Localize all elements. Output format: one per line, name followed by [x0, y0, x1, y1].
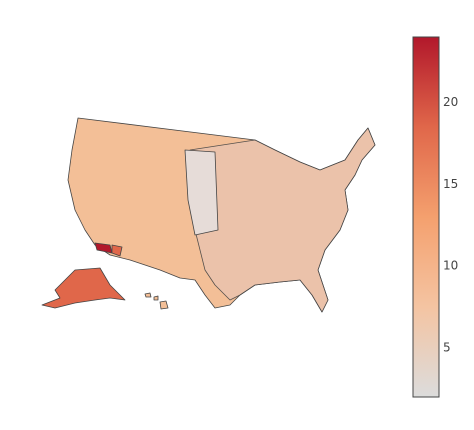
plains-counties	[184, 149, 219, 236]
hawaii	[144, 292, 169, 310]
us-map	[41, 117, 376, 313]
colorbar-tick-label: 20	[443, 95, 458, 109]
colorbar-tick-label: 5	[443, 340, 451, 354]
colorbar	[412, 36, 440, 398]
east-counties	[189, 127, 376, 313]
colorbar-tick-label: 10	[443, 259, 458, 273]
alaska	[41, 267, 126, 309]
colorbar-tick-label: 15	[443, 177, 458, 191]
southwest-mid	[111, 244, 123, 257]
colorbar-ticks: 5 10 15 20	[443, 95, 458, 354]
